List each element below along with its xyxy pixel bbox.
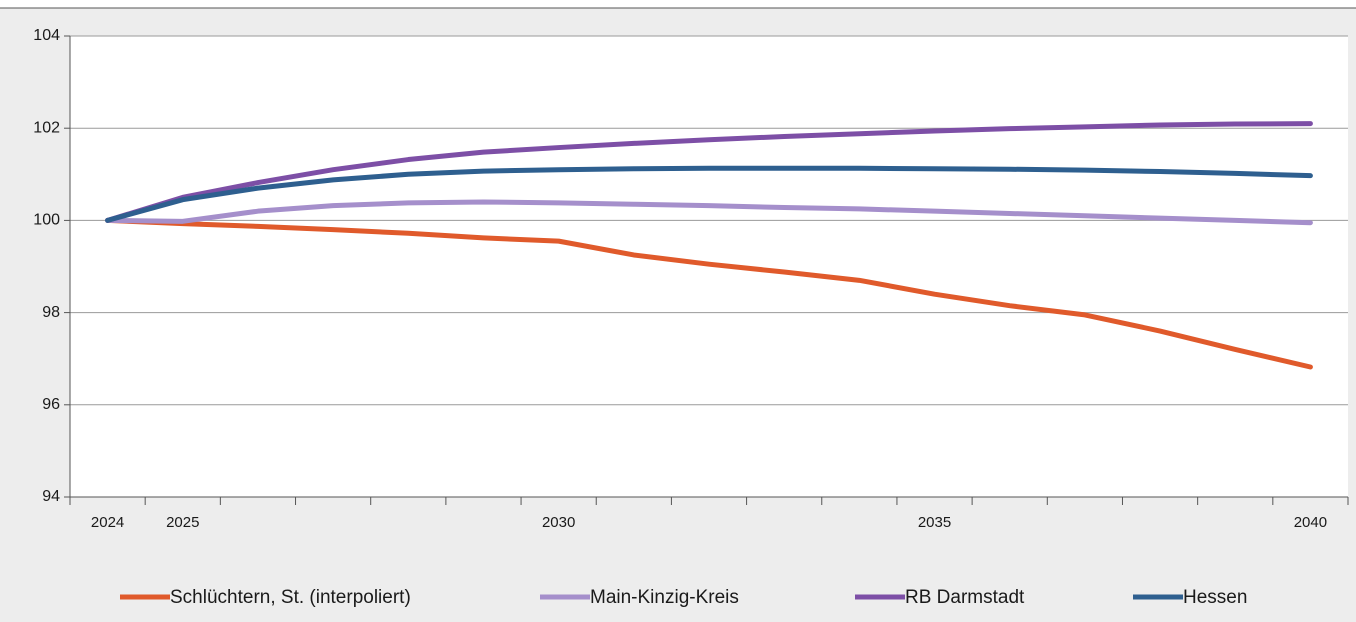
- y-tick-label: 98: [42, 304, 60, 321]
- legend-label: Main-Kinzig-Kreis: [590, 587, 739, 608]
- y-tick-label: 100: [33, 212, 60, 229]
- y-tick-label: 102: [33, 119, 60, 136]
- series-line: [105, 199, 1313, 226]
- legend-label: Schlüchtern, St. (interpoliert): [170, 587, 411, 608]
- y-tick-label: 104: [33, 27, 60, 44]
- x-tick-label: 2030: [542, 514, 575, 531]
- x-tick-label: 2035: [918, 514, 951, 531]
- legend-item: RB Darmstadt: [855, 587, 1025, 608]
- legend: Schlüchtern, St. (interpoliert) Main-Kinz…: [120, 587, 1247, 608]
- legend-item: Main-Kinzig-Kreis: [540, 587, 739, 608]
- legend-label: RB Darmstadt: [905, 587, 1025, 608]
- x-tick-label: 2024: [91, 514, 124, 531]
- series-line: [105, 121, 1313, 223]
- series-line: [105, 217, 1313, 370]
- legend-item: Hessen: [1133, 587, 1247, 608]
- legend-item: Schlüchtern, St. (interpoliert): [120, 587, 411, 608]
- y-tick-label: 96: [42, 396, 60, 413]
- y-tick-label: 94: [42, 488, 60, 505]
- legend-label: Hessen: [1183, 587, 1247, 608]
- series-line: [105, 165, 1313, 223]
- x-tick-label: 2025: [166, 514, 199, 531]
- x-tick-label: 2040: [1294, 514, 1327, 531]
